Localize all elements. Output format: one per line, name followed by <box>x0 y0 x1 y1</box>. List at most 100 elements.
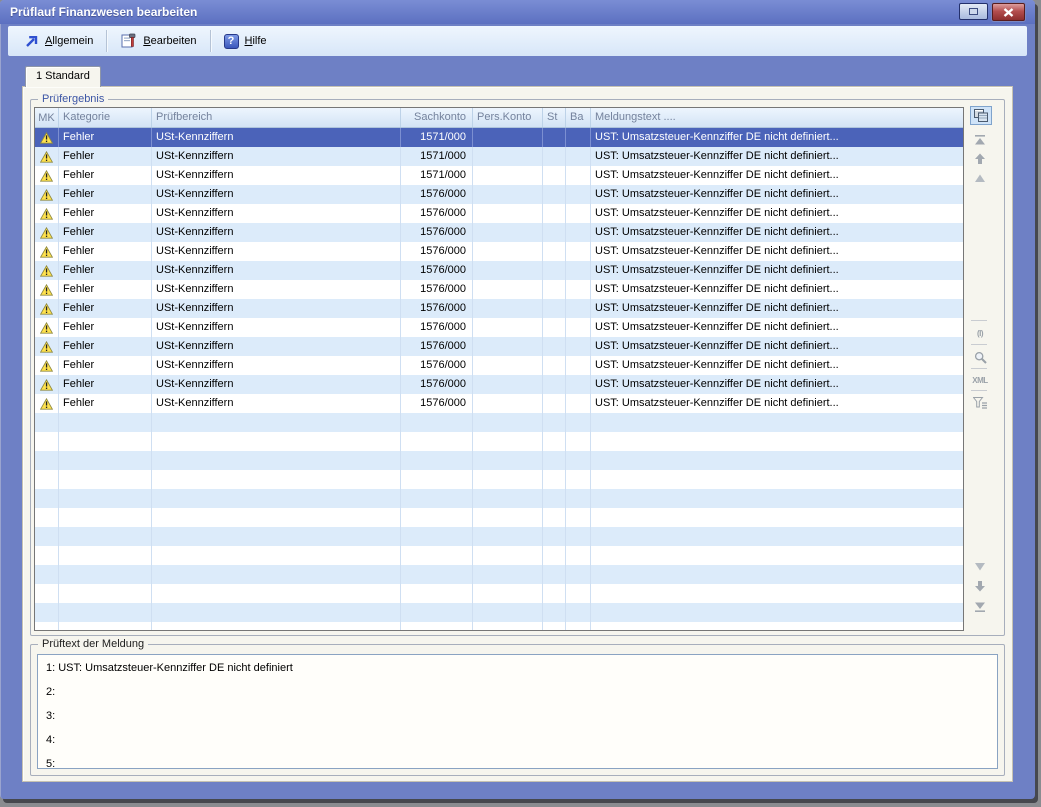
search-icon[interactable] <box>970 349 990 365</box>
table-row[interactable]: Fehler USt-Kennziffern 1576/000 UST: Umsatz… <box>35 280 963 299</box>
cell-ba <box>566 242 591 261</box>
cell-sachkonto: 1571/000 <box>401 128 473 147</box>
empty-row[interactable] <box>35 584 963 603</box>
col-header-st[interactable]: St <box>543 108 566 127</box>
cell-kategorie: Fehler <box>59 280 152 299</box>
col-header-mk[interactable]: MK <box>35 108 59 127</box>
restore-button[interactable] <box>959 3 988 20</box>
table-row[interactable]: Fehler USt-Kennziffern 1576/000 UST: Umsatz… <box>35 394 963 413</box>
col-header-kategorie[interactable]: Kategorie <box>59 108 152 127</box>
table-row[interactable]: Fehler USt-Kennziffern 1576/000 UST: Umsatz… <box>35 337 963 356</box>
cell-ba <box>566 318 591 337</box>
empty-row[interactable] <box>35 470 963 489</box>
warning-icon <box>40 340 53 353</box>
cell-ba <box>566 261 591 280</box>
cell-kategorie: Fehler <box>59 223 152 242</box>
cell-pers_konto <box>473 356 543 375</box>
xml-export-icon[interactable]: XML <box>972 375 988 385</box>
cell-pers_konto <box>473 337 543 356</box>
cell-ba <box>566 299 591 318</box>
table-row[interactable]: Fehler USt-Kennziffern 1576/000 UST: Umsatz… <box>35 299 963 318</box>
result-table: MK Kategorie Prüfbereich Sachkonto Pers.… <box>34 107 964 631</box>
empty-row[interactable] <box>35 413 963 432</box>
empty-row[interactable] <box>35 565 963 584</box>
cell-pers_konto <box>473 299 543 318</box>
cell-meldungstext: UST: Umsatzsteuer-Kennziffer DE nicht de… <box>595 340 839 352</box>
col-header-pruefbereich[interactable]: Prüfbereich <box>152 108 401 127</box>
strip-separator <box>971 320 987 321</box>
allgemein-button[interactable]: Allgemein <box>18 31 99 52</box>
cell-meldungstext: UST: Umsatzsteuer-Kennziffer DE nicht de… <box>595 321 839 333</box>
empty-row[interactable] <box>35 527 963 546</box>
cell-meldungstext: UST: Umsatzsteuer-Kennziffer DE nicht de… <box>595 245 839 257</box>
cell-kategorie: Fehler <box>59 242 152 261</box>
bearbeiten-button[interactable]: Bearbeiten <box>114 30 202 52</box>
table-row[interactable]: Fehler USt-Kennziffern 1576/000 UST: Umsatz… <box>35 375 963 394</box>
cell-pers_konto <box>473 375 543 394</box>
empty-row[interactable] <box>35 622 963 630</box>
empty-row[interactable] <box>35 603 963 622</box>
warning-icon <box>40 302 53 315</box>
table-row[interactable]: Fehler USt-Kennziffern 1576/000 UST: Umsatz… <box>35 318 963 337</box>
cell-ba <box>566 128 591 147</box>
table-row[interactable]: Fehler USt-Kennziffern 1576/000 UST: Umsatz… <box>35 204 963 223</box>
col-header-perskonto[interactable]: Pers.Konto <box>473 108 543 127</box>
message-text-box[interactable]: 1: UST: Umsatzsteuer-Kennziffer DE nicht… <box>37 654 998 770</box>
col-header-sachkonto[interactable]: Sachkonto <box>401 108 473 127</box>
hilfe-button[interactable]: ? Hilfe <box>218 31 273 52</box>
move-up-icon[interactable] <box>970 151 990 167</box>
table-row[interactable]: Fehler USt-Kennziffern 1576/000 UST: Umsatz… <box>35 261 963 280</box>
cell-meldungstext: UST: Umsatzsteuer-Kennziffer DE nicht de… <box>595 207 839 219</box>
cell-sachkonto: 1576/000 <box>401 375 473 394</box>
empty-row[interactable] <box>35 432 963 451</box>
cell-meldungstext: UST: Umsatzsteuer-Kennziffer DE nicht de… <box>595 264 839 276</box>
cell-ba <box>566 204 591 223</box>
cell-pruefbereich: USt-Kennziffern <box>152 166 401 185</box>
empty-row[interactable] <box>35 508 963 527</box>
empty-row[interactable] <box>35 451 963 470</box>
move-down-icon[interactable] <box>970 578 990 594</box>
copy-results-icon[interactable] <box>970 106 992 125</box>
warning-icon <box>40 169 53 182</box>
table-row[interactable]: Fehler USt-Kennziffern 1576/000 UST: Umsatz… <box>35 356 963 375</box>
table-row[interactable]: Fehler USt-Kennziffern 1571/000 UST: Umsatz… <box>35 147 963 166</box>
result-group-title: Prüfergebnis <box>38 93 109 105</box>
result-groupbox: Prüfergebnis MK Kategorie Prüfbereich Sa… <box>30 93 1005 636</box>
cell-meldungstext: UST: Umsatzsteuer-Kennziffer DE nicht de… <box>595 188 839 200</box>
cell-pers_konto <box>473 280 543 299</box>
close-button[interactable] <box>992 3 1025 21</box>
table-row[interactable]: Fehler USt-Kennziffern 1571/000 UST: Umsatz… <box>35 128 963 147</box>
message-line-1: 1: UST: Umsatzsteuer-Kennziffer DE nicht… <box>46 662 293 674</box>
warning-icon <box>40 150 53 163</box>
filter-icon[interactable] <box>970 395 990 411</box>
table-row[interactable]: Fehler USt-Kennziffern 1576/000 UST: Umsatz… <box>35 242 963 261</box>
cell-meldungstext: UST: Umsatzsteuer-Kennziffer DE nicht de… <box>595 226 839 238</box>
warning-icon <box>40 359 53 372</box>
col-header-meldungstext[interactable]: Meldungstext .... <box>595 111 676 123</box>
step-down-icon[interactable] <box>970 558 990 574</box>
table-row[interactable]: Fehler USt-Kennziffern 1576/000 UST: Umsatz… <box>35 185 963 204</box>
col-header-ba[interactable]: Ba <box>566 108 591 127</box>
empty-row[interactable] <box>35 546 963 565</box>
result-table-header: MK Kategorie Prüfbereich Sachkonto Pers.… <box>35 108 963 128</box>
scroll-top-icon[interactable] <box>970 132 990 148</box>
tab-standard[interactable]: 1 Standard <box>25 66 101 87</box>
step-up-icon[interactable] <box>970 170 990 186</box>
cell-st <box>543 242 566 261</box>
empty-row[interactable] <box>35 489 963 508</box>
scroll-bottom-icon[interactable] <box>970 598 990 614</box>
cell-pers_konto <box>473 128 543 147</box>
cell-sachkonto: 1576/000 <box>401 280 473 299</box>
warning-icon <box>40 264 53 277</box>
cell-pruefbereich: USt-Kennziffern <box>152 261 401 280</box>
cell-sachkonto: 1576/000 <box>401 318 473 337</box>
toolbar: Allgemein Bearbeiten ? Hilfe <box>8 26 1027 56</box>
columns-icon[interactable]: (I) <box>976 328 984 338</box>
table-row[interactable]: Fehler USt-Kennziffern 1571/000 UST: Umsatz… <box>35 166 963 185</box>
cell-pruefbereich: USt-Kennziffern <box>152 299 401 318</box>
cell-sachkonto: 1576/000 <box>401 261 473 280</box>
table-row[interactable]: Fehler USt-Kennziffern 1576/000 UST: Umsatz… <box>35 223 963 242</box>
warning-icon <box>40 283 53 296</box>
message-groupbox: Prüftext der Meldung 1: UST: Umsatzsteue… <box>30 638 1005 776</box>
cell-ba <box>566 147 591 166</box>
